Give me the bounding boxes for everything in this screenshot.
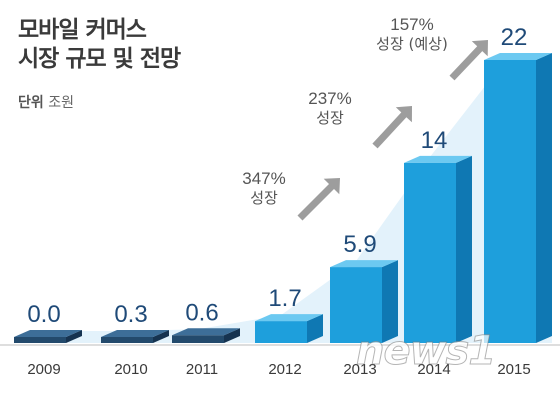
bar-side-2011 — [224, 328, 240, 343]
bar-side-2015 — [536, 53, 552, 343]
value-label-2009: 0.0 — [27, 301, 60, 328]
bar-side-2010 — [153, 330, 169, 343]
title-line-1: 모바일 커머스 — [18, 17, 147, 43]
growth-arrow-2013-2014 — [372, 106, 412, 149]
bar-2010 — [101, 337, 153, 343]
tick-label-2009: 2009 — [27, 361, 60, 378]
bars — [14, 53, 552, 343]
unit-note: 단위 조원 — [18, 92, 74, 112]
chart-title: 모바일 커머스 시장 규모 및 전망 — [18, 16, 181, 74]
value-label-2011: 0.6 — [185, 299, 218, 326]
growth-arrow-2014-2015 — [449, 40, 488, 81]
unit-label: 단위 — [18, 95, 44, 111]
growth-rate-2014-2015: 157% — [390, 15, 433, 34]
tick-label-2015: 2015 — [497, 361, 530, 378]
value-label-2015: 22 — [501, 24, 528, 51]
growth-caption-2013-2014: 성장 — [316, 109, 344, 127]
bar-2012 — [255, 321, 307, 343]
bar-side-2012 — [307, 314, 323, 343]
bar-side-2014 — [456, 155, 472, 343]
bar-top-2011 — [172, 328, 240, 336]
bar-side-2013 — [382, 260, 398, 343]
growth-rate-2012-2013: 347% — [242, 169, 285, 188]
value-label-2010: 0.3 — [114, 301, 147, 328]
value-labels: 0.0 0.3 0.6 1.7 5.9 14 22 — [27, 24, 527, 328]
bar-top-2015 — [484, 53, 552, 60]
unit-value: 조원 — [48, 95, 74, 111]
tick-label-2013: 2013 — [343, 361, 376, 378]
bar-side-2009 — [66, 330, 82, 343]
value-label-2012: 1.7 — [268, 285, 301, 312]
growth-arrow-2012-2013 — [297, 178, 340, 221]
tick-label-2011: 2011 — [186, 361, 218, 378]
bar-2013 — [330, 267, 382, 343]
bar-2011 — [172, 335, 224, 343]
title-line-2: 시장 규모 및 전망 — [18, 46, 181, 72]
bar-2015 — [484, 60, 536, 343]
tick-label-2010: 2010 — [114, 361, 147, 378]
bar-top-2014 — [404, 155, 472, 163]
growth-caption-2012-2013: 성장 — [250, 189, 278, 207]
tick-label-2012: 2012 — [268, 361, 301, 378]
value-label-2013: 5.9 — [343, 231, 376, 258]
growth-rate-2013-2014: 237% — [308, 89, 351, 108]
bar-top-2010 — [101, 330, 169, 337]
x-axis: 2009 2010 2011 2012 2013 2014 2015 — [0, 344, 560, 378]
bar-2009 — [14, 337, 66, 343]
value-label-2014: 14 — [421, 127, 448, 154]
bar-top-2009 — [14, 330, 82, 337]
bar-top-2013 — [330, 260, 398, 268]
bar-2014 — [404, 162, 456, 343]
growth-caption-2014-2015: 성장 (예상) — [376, 35, 448, 53]
bar-top-2012 — [255, 314, 323, 322]
tick-label-2014: 2014 — [417, 361, 450, 378]
